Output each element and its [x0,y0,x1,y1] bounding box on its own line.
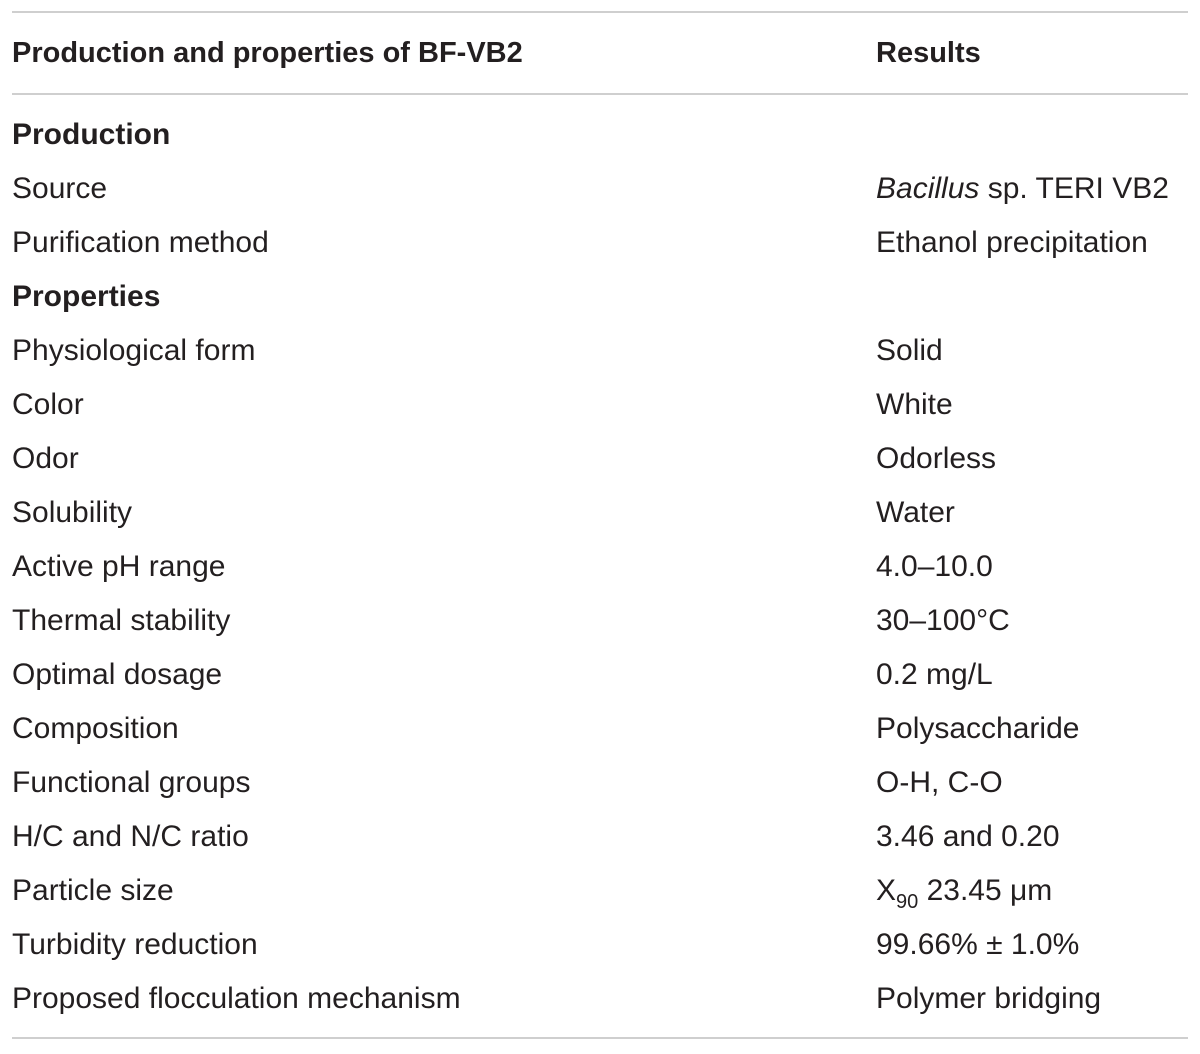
table-row-purification: Purification method Ethanol precipitatio… [12,216,1188,270]
section-heading-properties: Properties [12,270,1188,324]
table-row-composition: Composition Polysaccharide [12,702,1188,756]
section-heading-production: Production [12,108,1188,162]
row-value: Solid [876,334,943,367]
row-label: Particle size [12,874,174,907]
header-col-property: Production and properties of BF-VB2 [12,36,523,69]
particle-size-symbol: X [876,874,897,907]
table-row-ph-range: Active pH range 4.0–10.0 [12,540,1188,594]
row-label: Solubility [12,496,133,529]
row-label: Composition [12,712,179,745]
row-value: Polymer bridging [876,982,1102,1015]
row-label: Thermal stability [12,604,231,637]
row-value: X90 23.45 μm [876,874,1188,913]
table-body: Production Source Bacillus sp. TERI VB2 … [12,95,1188,1037]
table-row-odor: Odor Odorless [12,432,1188,486]
table-row-functional-groups: Functional groups O-H, C-O [12,756,1188,810]
bottom-rule [12,1037,1188,1039]
table-row-particle-size: Particle size X90 23.45 μm [12,864,1188,918]
row-label: Functional groups [12,766,251,799]
table-row-thermal-stability: Thermal stability 30–100°C [12,594,1188,648]
row-label: Optimal dosage [12,658,223,691]
table-row-source: Source Bacillus sp. TERI VB2 [12,162,1188,216]
particle-size-subscript: 90 [896,891,919,913]
row-value: 3.46 and 0.20 [876,820,1060,853]
row-value: White [876,388,953,421]
table-row-color: Color White [12,378,1188,432]
row-label: Color [12,388,84,421]
row-value: 0.2 mg/L [876,658,993,691]
row-value: 4.0–10.0 [876,550,993,583]
row-label: Proposed flocculation mechanism [12,982,461,1015]
row-value: 30–100°C [876,604,1010,637]
row-value: 99.66% ± 1.0% [876,928,1080,961]
row-label: H/C and N/C ratio [12,820,249,853]
table-row-physiological-form: Physiological form Solid [12,324,1188,378]
table-row-hc-nc-ratio: H/C and N/C ratio 3.46 and 0.20 [12,810,1188,864]
row-label: Turbidity reduction [12,928,258,961]
row-value: O-H, C-O [876,766,1003,799]
row-label: Physiological form [12,334,256,367]
table-row-turbidity-reduction: Turbidity reduction 99.66% ± 1.0% [12,918,1188,972]
table-row-solubility: Solubility Water [12,486,1188,540]
row-label: Odor [12,442,79,475]
particle-size-value: 23.45 μm [918,874,1053,907]
header-rule [12,93,1188,95]
table-row-optimal-dosage: Optimal dosage 0.2 mg/L [12,648,1188,702]
section-title: Properties [12,280,161,313]
top-rule [12,11,1188,13]
table-header-row: Production and properties of BF-VB2 Resu… [12,13,1188,93]
genus-name: Bacillus [876,172,980,205]
row-label: Active pH range [12,550,226,583]
row-value: Polysaccharide [876,712,1080,745]
row-label: Source [12,172,108,205]
properties-table: Production and properties of BF-VB2 Resu… [12,11,1188,1039]
section-title: Production [12,118,171,151]
row-value: Ethanol precipitation [876,226,1148,259]
row-value: Bacillus sp. TERI VB2 [876,172,1188,206]
row-label: Purification method [12,226,269,259]
row-value: Odorless [876,442,997,475]
table-row-flocculation-mechanism: Proposed flocculation mechanism Polymer … [12,972,1188,1026]
header-col-results: Results [876,36,981,69]
row-value: Water [876,496,955,529]
strain-name: sp. TERI VB2 [979,172,1169,205]
